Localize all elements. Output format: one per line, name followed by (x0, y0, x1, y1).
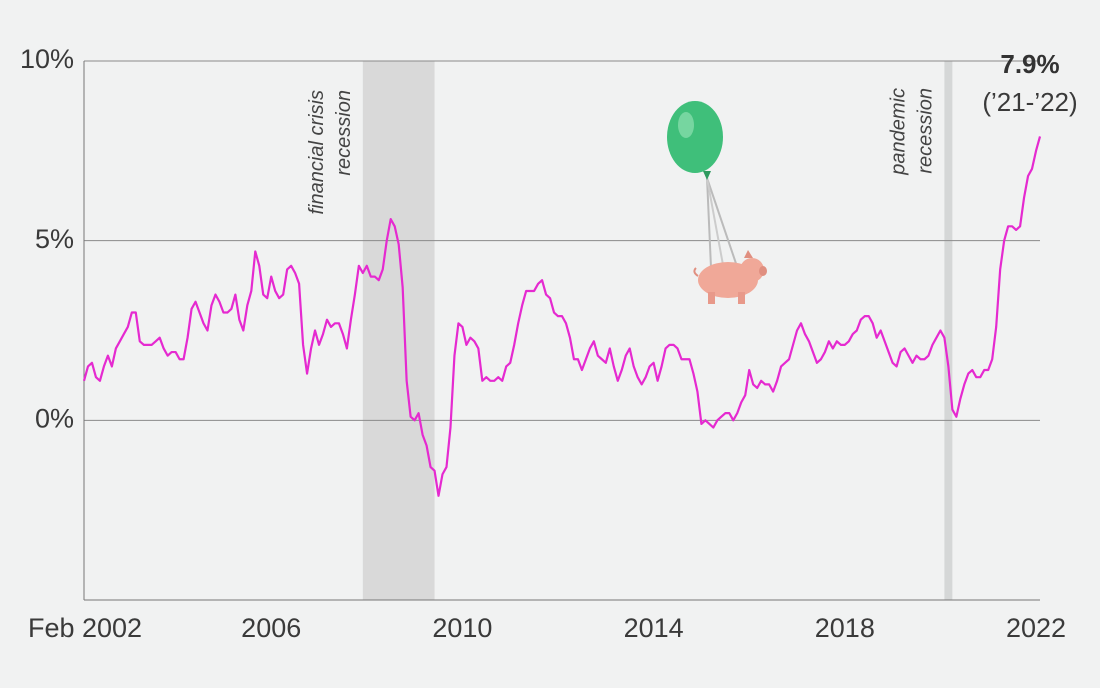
inflation-line (82, 136, 1042, 497)
x-tick-label: 2006 (241, 613, 301, 643)
x-tick-label: 2010 (432, 613, 492, 643)
latest-value-annotation: 7.9% (1000, 49, 1059, 79)
y-tick-label: 5% (35, 224, 74, 254)
recession-label: financial crisis (306, 90, 328, 214)
x-tick-label: Feb 2002 (28, 613, 142, 643)
x-tick-label: 2022 (1006, 613, 1066, 643)
recession-label: recession (333, 90, 355, 176)
recession-band (362, 61, 435, 600)
recession-bands (362, 61, 953, 600)
balloon-pig-illustration (667, 101, 767, 304)
recession-label: recession (915, 88, 937, 174)
grid (84, 60, 1040, 421)
period-annotation: (’21-’22) (982, 87, 1077, 117)
recession-band (944, 61, 953, 600)
x-tick-label: 2014 (624, 613, 684, 643)
recession-label: pandemic (888, 88, 910, 176)
x-tick-label: 2018 (815, 613, 875, 643)
y-tick-label: 10% (20, 44, 74, 74)
y-tick-label: 0% (35, 403, 74, 433)
